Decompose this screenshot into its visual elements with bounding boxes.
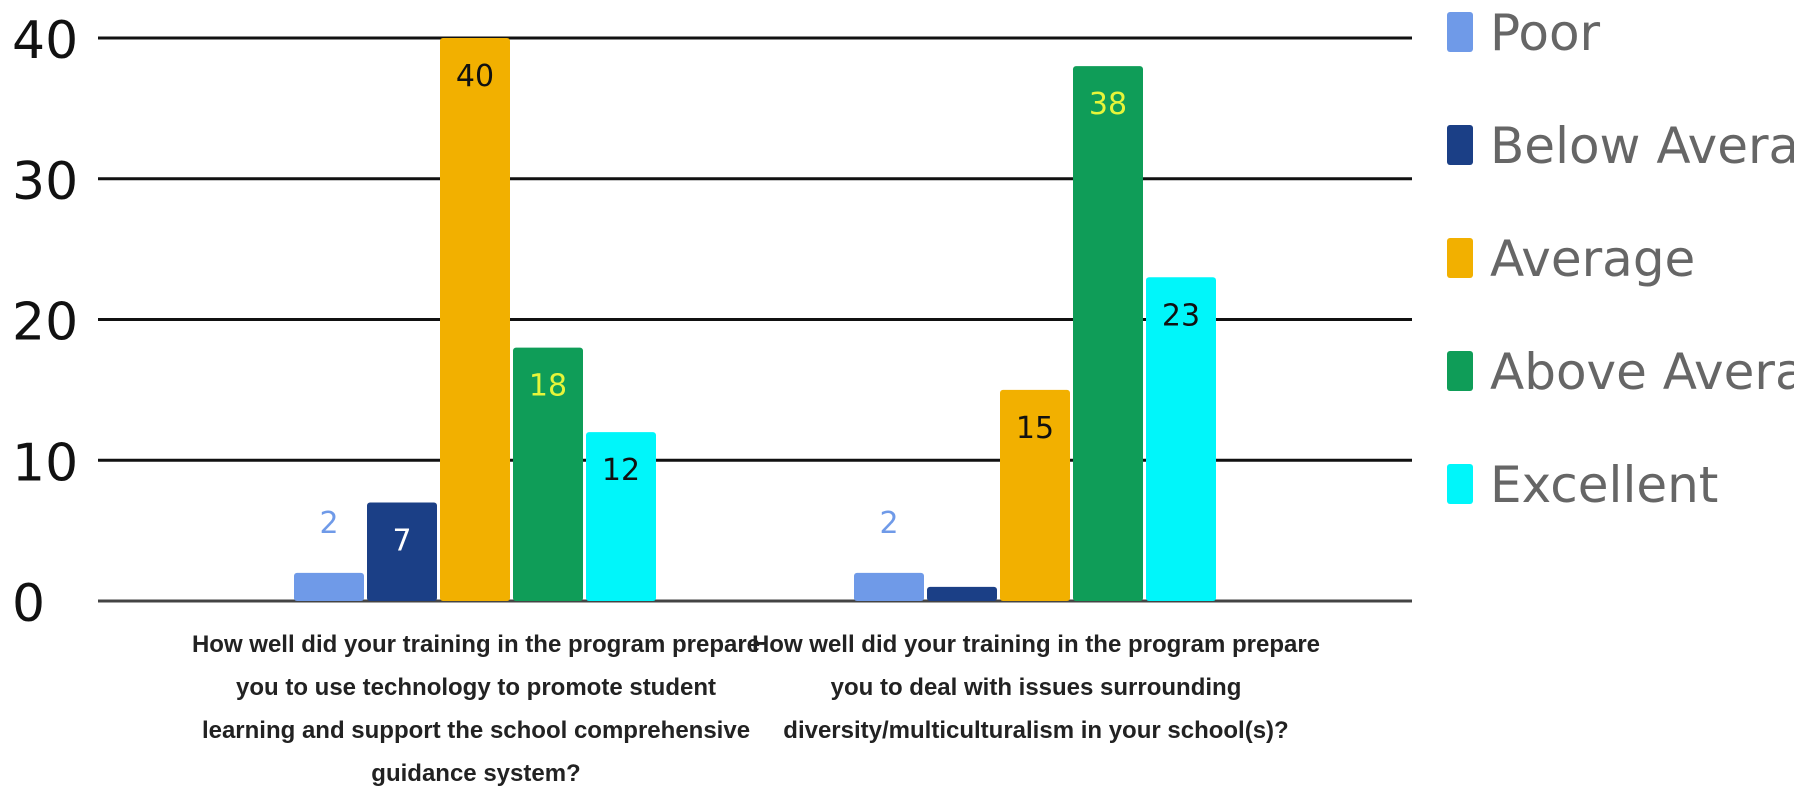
data-label: 18 xyxy=(529,369,567,404)
bar xyxy=(854,572,924,601)
bar xyxy=(513,347,583,601)
category-label-line: you to deal with issues surrounding xyxy=(831,674,1242,701)
data-label: 1 xyxy=(952,520,971,555)
data-labels: 2 2 7 1 40 15 18 38 12 23 xyxy=(319,59,1200,558)
data-label: 40 xyxy=(456,59,494,94)
bar xyxy=(1073,66,1143,601)
bar xyxy=(927,586,997,601)
legend-swatch xyxy=(1447,238,1473,278)
legend-swatch xyxy=(1447,125,1473,165)
legend: Poor Below Average Average Above Average Exc… xyxy=(1447,4,1794,514)
legend-label: Below Average xyxy=(1490,117,1794,175)
y-tick-label: 30 xyxy=(12,152,78,212)
legend-swatch xyxy=(1447,464,1473,504)
y-tick-label: 0 xyxy=(12,574,45,634)
category-label-line: you to use technology to promote student xyxy=(236,674,716,701)
bar xyxy=(440,38,510,601)
y-tick-label: 20 xyxy=(12,293,78,353)
y-tick-label: 40 xyxy=(12,11,78,71)
bar xyxy=(586,432,656,601)
legend-label: Excellent xyxy=(1490,456,1718,514)
legend-swatch xyxy=(1447,12,1473,52)
bars xyxy=(294,38,1216,601)
data-label: 7 xyxy=(392,523,411,558)
data-label: 23 xyxy=(1162,298,1200,333)
category-label-line: How well did your training in the progra… xyxy=(752,631,1320,658)
legend-label: Poor xyxy=(1490,4,1601,62)
y-tick-label: 10 xyxy=(12,433,78,493)
data-label: 15 xyxy=(1016,411,1054,446)
data-label: 2 xyxy=(879,506,898,541)
data-label: 12 xyxy=(602,453,640,488)
category-label-line: diversity/multiculturalism in your schoo… xyxy=(783,717,1288,744)
category-label-line: How well did your training in the progra… xyxy=(192,631,760,658)
legend-swatch xyxy=(1447,351,1473,391)
bar xyxy=(367,502,437,601)
data-label: 38 xyxy=(1089,87,1127,122)
x-axis-categories: How well did your training in the progra… xyxy=(192,631,1320,787)
bar xyxy=(1146,277,1216,601)
legend-label: Average xyxy=(1490,230,1695,288)
bar xyxy=(1000,389,1070,601)
y-axis-ticks: 0 10 20 30 40 xyxy=(12,11,78,634)
data-label: 2 xyxy=(319,506,338,541)
bar xyxy=(294,572,364,601)
legend-label: Above Average xyxy=(1490,343,1794,401)
category-label-line: learning and support the school comprehe… xyxy=(202,717,750,744)
category-label-line: guidance system? xyxy=(371,760,580,787)
